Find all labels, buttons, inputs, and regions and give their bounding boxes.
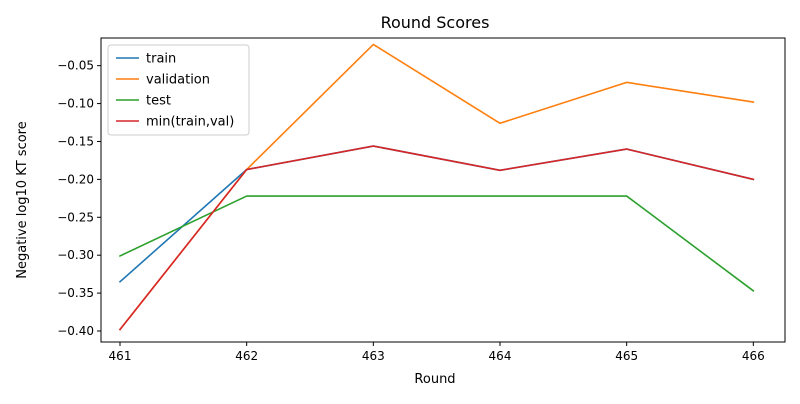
x-tick-label: 463	[362, 349, 385, 363]
y-tick-label: −0.35	[57, 286, 94, 300]
legend-box	[107, 44, 250, 136]
plot-area-frame	[100, 37, 786, 343]
x-tick-label: 466	[742, 349, 765, 363]
series-line-test	[118, 195, 755, 292]
y-tick-label: −0.30	[57, 248, 94, 262]
series-layer	[118, 43, 755, 331]
legend-label: min(train,val)	[146, 115, 234, 130]
y-tick-label: −0.25	[57, 210, 94, 224]
y-tick-label: −0.10	[57, 97, 94, 111]
y-axis-label: Negative log10 KT score	[15, 121, 30, 279]
legend-label: test	[146, 94, 171, 109]
series-line-min-train-val	[118, 145, 755, 331]
y-tick-label: −0.20	[57, 172, 94, 186]
y-tick-label: −0.15	[57, 134, 94, 148]
legend-label: train	[146, 52, 176, 67]
x-tick-label: 464	[489, 349, 512, 363]
x-tick-label: 465	[615, 349, 638, 363]
y-tick-label: −0.05	[57, 59, 94, 73]
chart-title: Round Scores	[381, 13, 490, 32]
x-axis: 461 462 463 464 465 466	[109, 342, 765, 363]
legend: train validation test min(train,val)	[107, 44, 250, 136]
x-tick-label: 462	[235, 349, 258, 363]
x-axis-label: Round	[414, 372, 455, 387]
legend-label: validation	[146, 73, 210, 88]
x-tick-label: 461	[109, 349, 132, 363]
y-tick-label: −0.40	[57, 324, 94, 338]
y-axis: −0.40 −0.35 −0.30 −0.25 −0.20 −0.15 −0.10 −0.05	[57, 59, 101, 338]
